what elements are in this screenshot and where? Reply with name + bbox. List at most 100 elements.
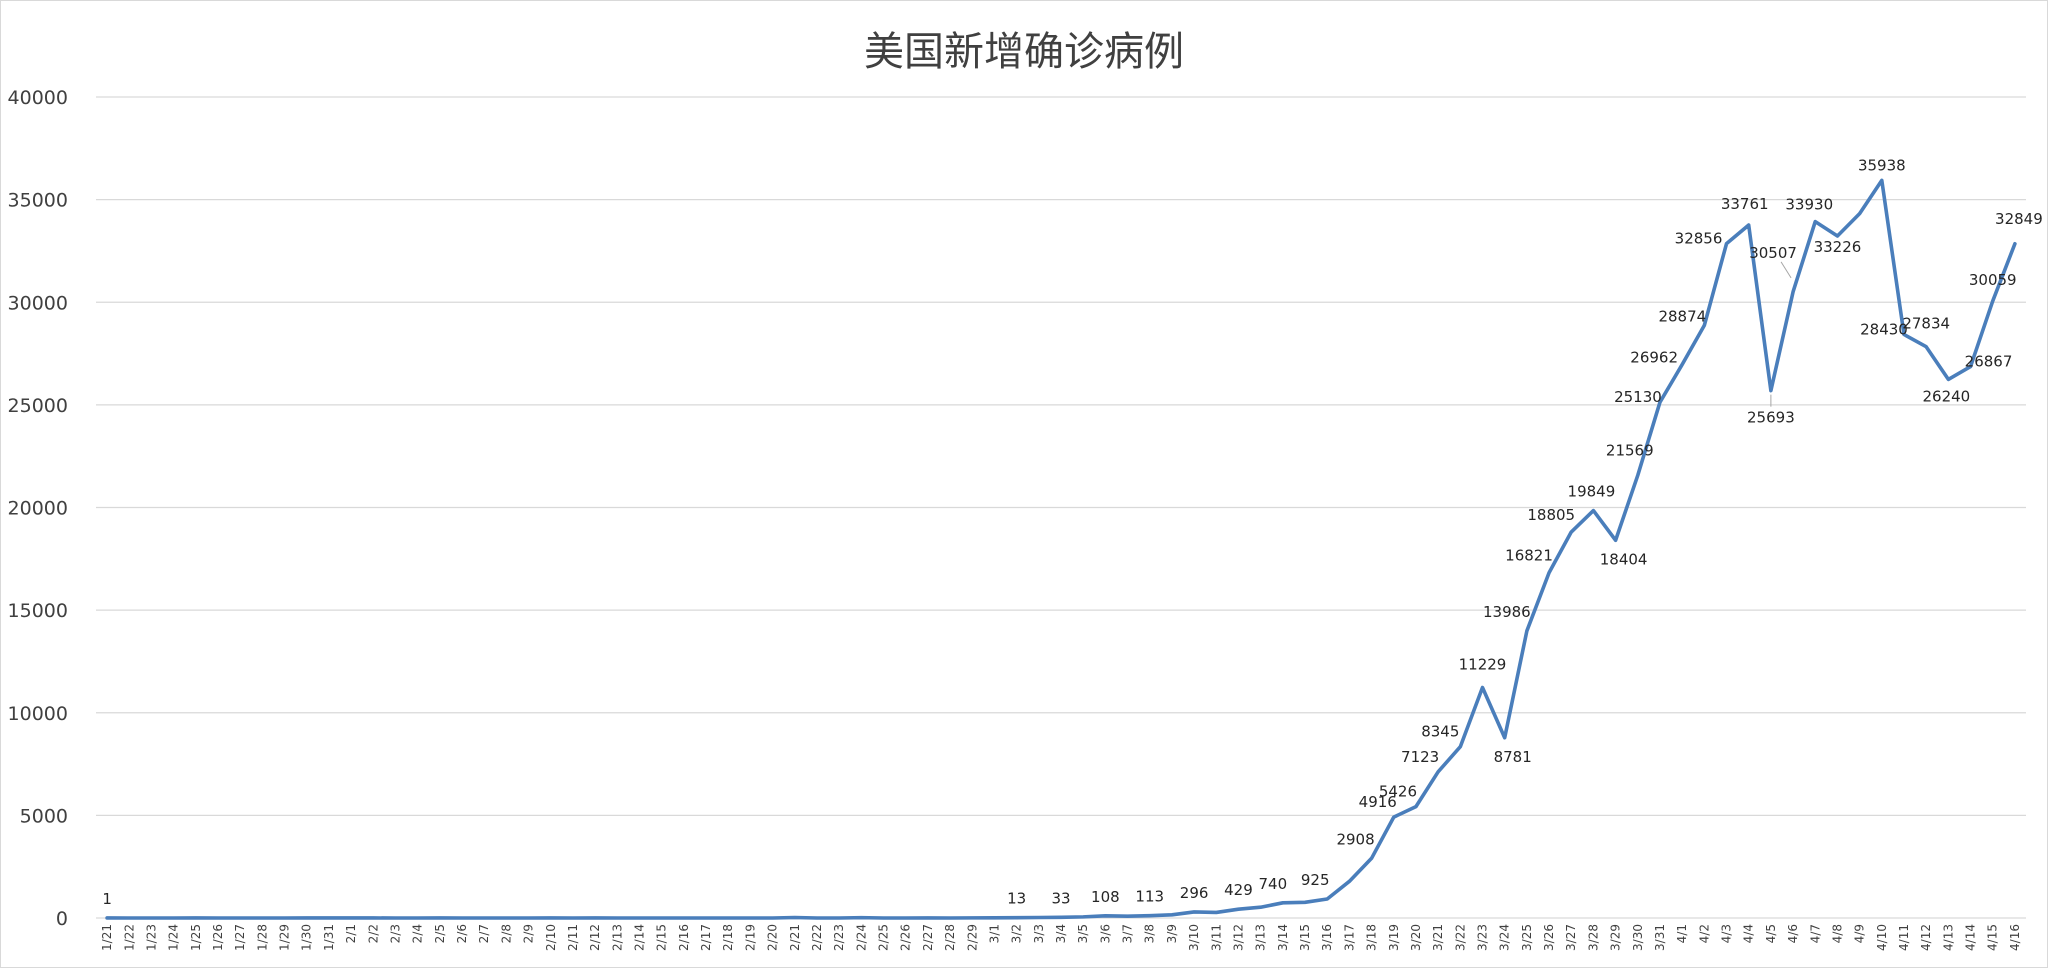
x-tick-label: 3/18	[1365, 924, 1379, 951]
x-tick-label: 3/8	[1143, 924, 1157, 943]
x-tick-label: 3/2	[1010, 924, 1024, 943]
x-tick-label: 3/20	[1409, 924, 1423, 951]
data-label: 25693	[1747, 409, 1795, 427]
data-label: 8781	[1494, 748, 1532, 766]
x-tick-label: 3/30	[1631, 924, 1645, 951]
x-tick-label: 4/6	[1786, 924, 1800, 943]
y-tick-label: 0	[56, 908, 68, 930]
data-label: 30059	[1969, 271, 2017, 289]
x-tick-label: 3/31	[1653, 924, 1667, 951]
data-label: 32856	[1675, 230, 1723, 248]
x-tick-label: 1/24	[167, 924, 181, 951]
x-tick-label: 4/3	[1720, 924, 1734, 943]
y-tick-label: 15000	[8, 600, 68, 622]
data-label: 27834	[1902, 315, 1950, 333]
x-tick-label: 2/10	[544, 924, 558, 951]
data-label: 13986	[1483, 603, 1531, 621]
data-label: 21569	[1606, 441, 1654, 459]
data-label: 28430	[1860, 320, 1908, 338]
x-tick-label: 3/12	[1231, 924, 1245, 951]
x-tick-label: 3/21	[1431, 924, 1445, 951]
x-tick-label: 4/11	[1897, 924, 1911, 951]
x-tick-label: 2/19	[743, 924, 757, 951]
x-tick-label: 3/27	[1564, 924, 1578, 951]
x-tick-label: 2/18	[721, 924, 735, 951]
x-tick-label: 1/30	[300, 924, 314, 951]
y-axis-ticks: 0 5000 10000 15000 20000 25000 30000 35000 40000	[8, 87, 68, 930]
x-tick-label: 3/23	[1475, 924, 1489, 951]
x-tick-label: 4/16	[2008, 924, 2022, 951]
x-tick-label: 2/9	[522, 924, 536, 943]
x-tick-label: 4/9	[1853, 924, 1867, 943]
x-tick-label: 3/11	[1209, 924, 1223, 951]
data-label: 35938	[1858, 156, 1906, 174]
x-tick-label: 3/29	[1609, 924, 1623, 951]
x-tick-label: 2/4	[411, 924, 425, 943]
x-tick-label: 1/31	[322, 924, 336, 951]
x-tick-label: 2/15	[655, 924, 669, 951]
x-tick-label: 2/7	[477, 924, 491, 943]
x-tick-label: 2/28	[943, 924, 957, 951]
x-tick-label: 3/16	[1320, 924, 1334, 951]
x-tick-label: 1/27	[233, 924, 247, 951]
x-tick-label: 2/21	[788, 924, 802, 951]
data-label: 33761	[1721, 195, 1769, 213]
x-tick-label: 1/23	[144, 924, 158, 951]
x-tick-label: 2/2	[366, 924, 380, 943]
data-label: 296	[1180, 884, 1209, 902]
y-tick-label: 25000	[8, 395, 68, 417]
data-label: 28874	[1658, 307, 1706, 325]
x-tick-label: 2/29	[965, 924, 979, 951]
data-label: 108	[1091, 888, 1120, 906]
x-tick-label: 2/27	[921, 924, 935, 951]
x-tick-label: 3/24	[1498, 924, 1512, 951]
x-tick-label: 1/26	[211, 924, 225, 951]
data-label: 26240	[1922, 387, 1970, 405]
x-tick-label: 3/13	[1254, 924, 1268, 951]
x-tick-label: 3/22	[1453, 924, 1467, 951]
data-label: 19849	[1568, 483, 1616, 501]
x-tick-label: 2/11	[566, 924, 580, 951]
gridlines	[96, 96, 2026, 919]
x-tick-label: 1/29	[278, 924, 292, 951]
data-label: 26962	[1630, 349, 1678, 367]
x-tick-label: 3/10	[1187, 924, 1201, 951]
data-label: 8345	[1421, 723, 1459, 741]
x-tick-label: 4/5	[1764, 924, 1778, 943]
x-tick-label: 2/3	[388, 924, 402, 943]
x-tick-label: 4/1	[1675, 924, 1689, 943]
data-label: 30507	[1749, 244, 1797, 262]
data-label: 32849	[1995, 210, 2043, 228]
y-tick-label: 10000	[8, 703, 68, 725]
data-label: 33	[1051, 889, 1070, 907]
x-tick-label: 4/4	[1742, 924, 1756, 943]
series-line-daily-new-cases	[105, 178, 2017, 920]
x-tick-label: 4/7	[1808, 924, 1822, 943]
x-tick-label: 2/16	[677, 924, 691, 951]
x-tick-label: 2/13	[610, 924, 624, 951]
data-label: 4916	[1359, 793, 1397, 811]
x-tick-label: 4/13	[1941, 924, 1955, 951]
x-tick-label: 1/28	[255, 924, 269, 951]
x-tick-label: 2/23	[832, 924, 846, 951]
data-label: 33930	[1785, 196, 1833, 214]
x-tick-label: 3/28	[1586, 924, 1600, 951]
data-labels: 1 13 33 108 113 296 429 740 92529084916542671238…	[102, 156, 2042, 908]
x-tick-label: 4/14	[1964, 924, 1978, 951]
data-label: 113	[1135, 888, 1164, 906]
x-tick-label: 3/1	[987, 924, 1001, 943]
data-label: 13	[1007, 890, 1026, 908]
x-tick-label: 2/25	[877, 924, 891, 951]
data-label: 18805	[1527, 506, 1575, 524]
x-tick-label: 2/6	[455, 924, 469, 943]
y-tick-label: 30000	[8, 292, 68, 314]
x-tick-label: 4/2	[1697, 924, 1711, 943]
x-tick-label: 3/15	[1298, 924, 1312, 951]
x-tick-label: 3/17	[1342, 924, 1356, 951]
x-axis-ticks: 1/21 1/22 1/23 1/24 1/25 1/26 1/27 1/28 1/29 1/30…	[100, 924, 2022, 951]
x-tick-label: 3/26	[1542, 924, 1556, 951]
x-tick-label: 1/21	[100, 924, 114, 951]
data-label: 16821	[1505, 547, 1553, 565]
